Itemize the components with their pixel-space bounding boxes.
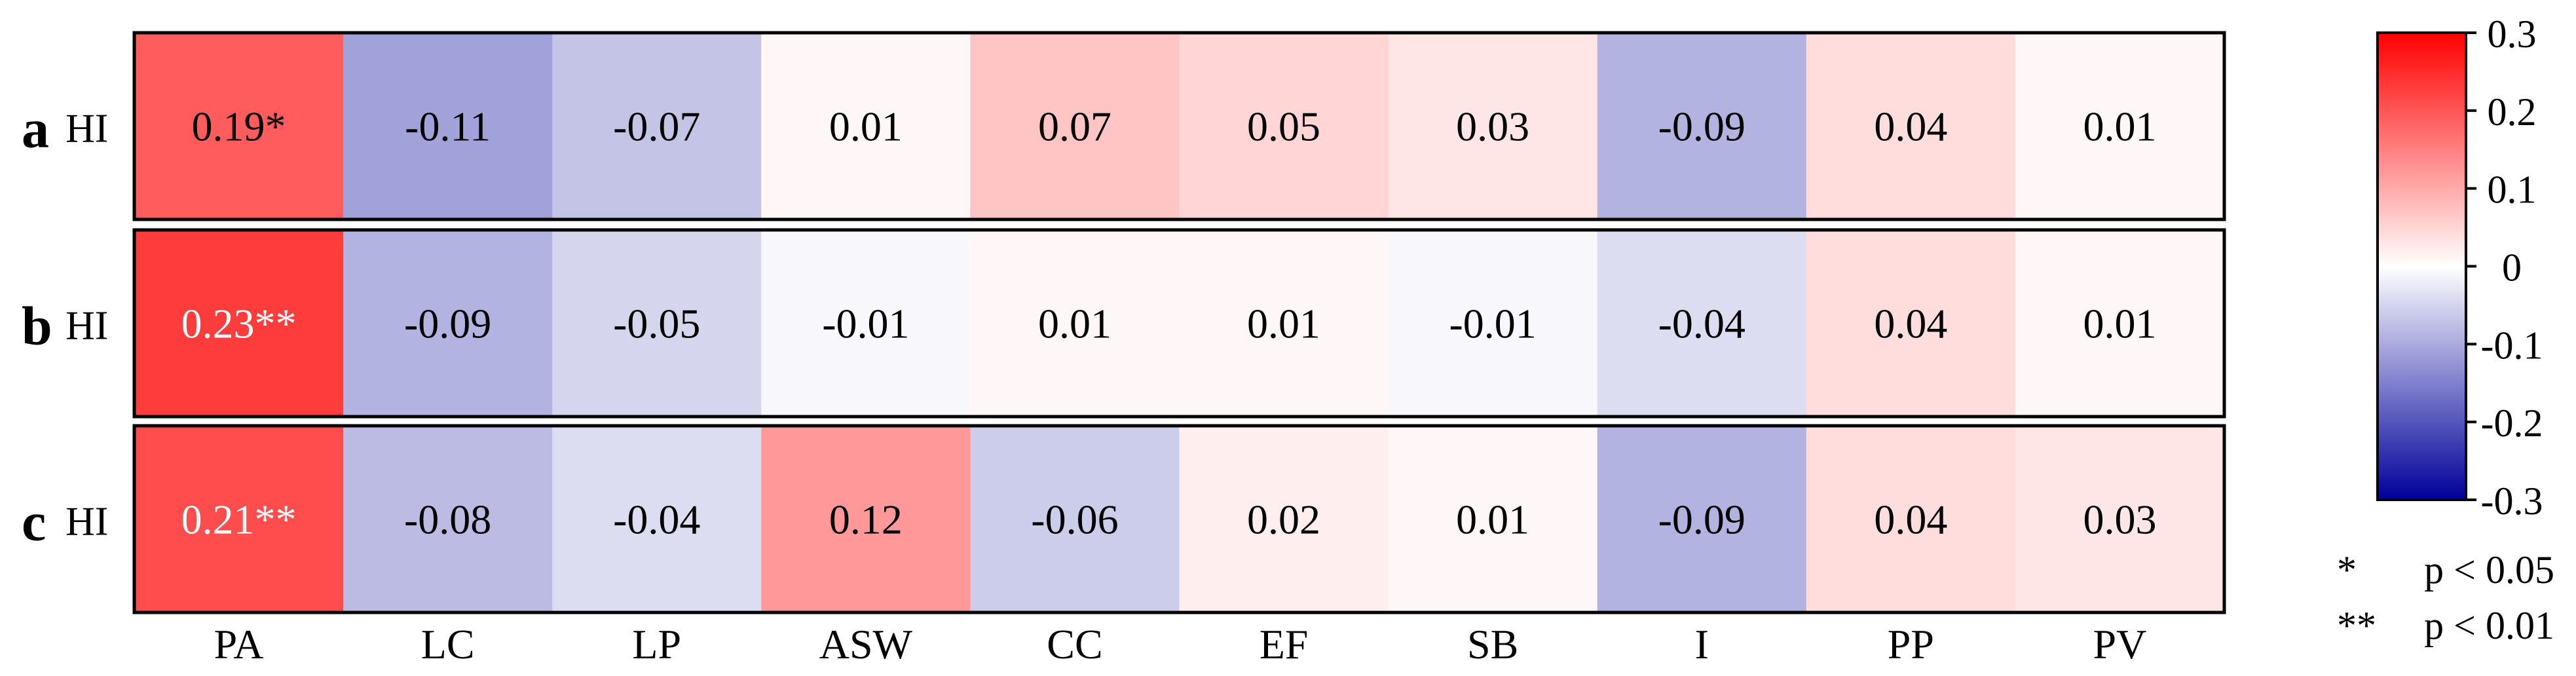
colorbar-tick-label: -0.1	[2481, 324, 2543, 367]
cell-value: 0.01	[2083, 103, 2156, 150]
significance-symbol: *	[2337, 548, 2357, 592]
significance-symbol: **	[2337, 604, 2376, 647]
colorbar-gradient	[2376, 31, 2467, 501]
cell-value: 0.01	[2083, 301, 2156, 347]
heatmap-cell	[1597, 33, 1807, 219]
row-label: HI	[65, 500, 108, 544]
cell-value: 0.03	[2083, 497, 2156, 543]
panel-letter: a	[22, 99, 49, 160]
cell-value: 0.01	[1038, 301, 1111, 347]
heatmap-cell	[970, 33, 1180, 219]
x-tick-label: PA	[214, 621, 264, 667]
cell-value: 0.04	[1874, 497, 1947, 543]
heatmap-cell	[134, 426, 344, 612]
heatmap-cell	[761, 33, 971, 219]
cell-value: 0.21**	[181, 497, 297, 543]
x-tick-label: CC	[1047, 621, 1102, 667]
heatmap-cell	[1179, 33, 1389, 219]
heatmap-cell	[1388, 33, 1598, 219]
heatmap-cell	[1597, 426, 1807, 612]
heatmap-cell	[970, 230, 1180, 417]
x-tick-label: I	[1695, 621, 1709, 667]
heatmap-cell	[552, 230, 762, 417]
panel-b: b HI 0.23** -0.09 -0.05 -0.01 0.01 0.01 -0.01 -0.…	[22, 228, 2226, 419]
x-tick-label: LC	[421, 621, 475, 667]
colorbar-tick-label: -0.2	[2481, 402, 2543, 445]
heatmap-cell	[970, 426, 1180, 612]
cell-value: 0.23**	[181, 301, 297, 347]
cell-value: 0.03	[1456, 103, 1529, 150]
cell-value: 0.01	[1247, 301, 1320, 347]
cell-value: -0.01	[1449, 301, 1536, 347]
colorbar-tick-label: 0.1	[2488, 168, 2537, 212]
heatmap-cell	[2015, 230, 2225, 417]
colorbar-tick-label: 0	[2502, 246, 2522, 290]
cell-value: -0.06	[1031, 497, 1118, 543]
heatmap-cell	[1806, 33, 2016, 219]
cell-value: -0.04	[613, 497, 700, 543]
cell-value: 0.05	[1247, 103, 1320, 150]
cell-value: -0.09	[404, 301, 491, 347]
cell-value: -0.04	[1658, 301, 1745, 347]
heatmap-cell	[134, 230, 344, 417]
panel-border	[132, 228, 2226, 419]
cell-value: 0.02	[1247, 497, 1320, 543]
colorbar-tick-label: 0.3	[2488, 12, 2537, 56]
significance-legend: * p < 0.05 ** p < 0.01	[2337, 548, 2554, 647]
heatmap-cell	[2015, 426, 2225, 612]
cell-value: -0.09	[1658, 103, 1745, 150]
heatmap-cell	[1179, 230, 1389, 417]
cell-value: 0.04	[1874, 301, 1947, 347]
panel-letter: b	[22, 296, 52, 357]
significance-text: p < 0.05	[2424, 548, 2554, 592]
heatmap-cell	[343, 426, 553, 612]
panel-border	[132, 424, 2226, 614]
heatmap-cell	[761, 426, 971, 612]
panel-c: c HI 0.21** -0.08 -0.04 0.12 -0.06 0.02 0.01 -0.0…	[22, 424, 2226, 614]
heatmap-cell	[134, 33, 344, 219]
cell-value: -0.05	[613, 301, 700, 347]
panel-border	[132, 31, 2226, 221]
cell-value: 0.04	[1874, 103, 1947, 150]
heatmap-cell	[552, 33, 762, 219]
cell-value: -0.11	[405, 103, 491, 150]
row-label: HI	[65, 304, 108, 348]
heatmap-cell	[2015, 33, 2225, 219]
heatmap-cell	[1179, 426, 1389, 612]
cell-value: 0.19*	[192, 103, 286, 150]
row-label: HI	[65, 107, 108, 151]
cell-value: -0.09	[1658, 497, 1745, 543]
x-axis-labels: PA LC LP ASW CC EF SB I PP PV	[214, 621, 2147, 667]
cell-value: 0.12	[829, 497, 903, 543]
colorbar: 0.3 0.2 0.1 0 -0.1 -0.2 -0.3	[2376, 12, 2543, 523]
cell-value: 0.01	[1456, 497, 1529, 543]
x-tick-label: ASW	[819, 621, 913, 667]
heatmap-cell	[1388, 426, 1598, 612]
x-tick-label: EF	[1260, 621, 1309, 667]
panel-a: a HI 0.19* -0.11 -0.07 0.01 0.07 0.05 0.03 -0.09 0…	[22, 31, 2226, 221]
cell-value: 0.07	[1038, 103, 1111, 150]
x-tick-label: PP	[1888, 621, 1934, 667]
heatmap-cell	[1388, 230, 1598, 417]
panel-letter: c	[22, 492, 46, 553]
heatmap-cell	[1806, 426, 2016, 612]
heatmap-cell	[1597, 230, 1807, 417]
cell-value: -0.08	[404, 497, 491, 543]
heatmap-cell	[552, 426, 762, 612]
heatmap-cell	[761, 230, 971, 417]
colorbar-tick-label: 0.2	[2488, 90, 2537, 134]
cell-value: -0.07	[613, 103, 700, 150]
colorbar-tick-label: -0.3	[2481, 479, 2543, 523]
heatmap-cell	[1806, 230, 2016, 417]
heatmap-cell	[343, 230, 553, 417]
cell-value: -0.01	[822, 301, 909, 347]
x-tick-label: PV	[2093, 621, 2147, 667]
heatmap-cell	[343, 33, 553, 219]
cell-value: 0.01	[829, 103, 903, 150]
x-tick-label: SB	[1467, 621, 1518, 667]
heatmap-panels: a HI 0.19* -0.11 -0.07 0.01 0.07 0.05 0.03 -0.09 0…	[22, 31, 2226, 614]
significance-text: p < 0.01	[2424, 604, 2554, 647]
x-tick-label: LP	[632, 621, 681, 667]
